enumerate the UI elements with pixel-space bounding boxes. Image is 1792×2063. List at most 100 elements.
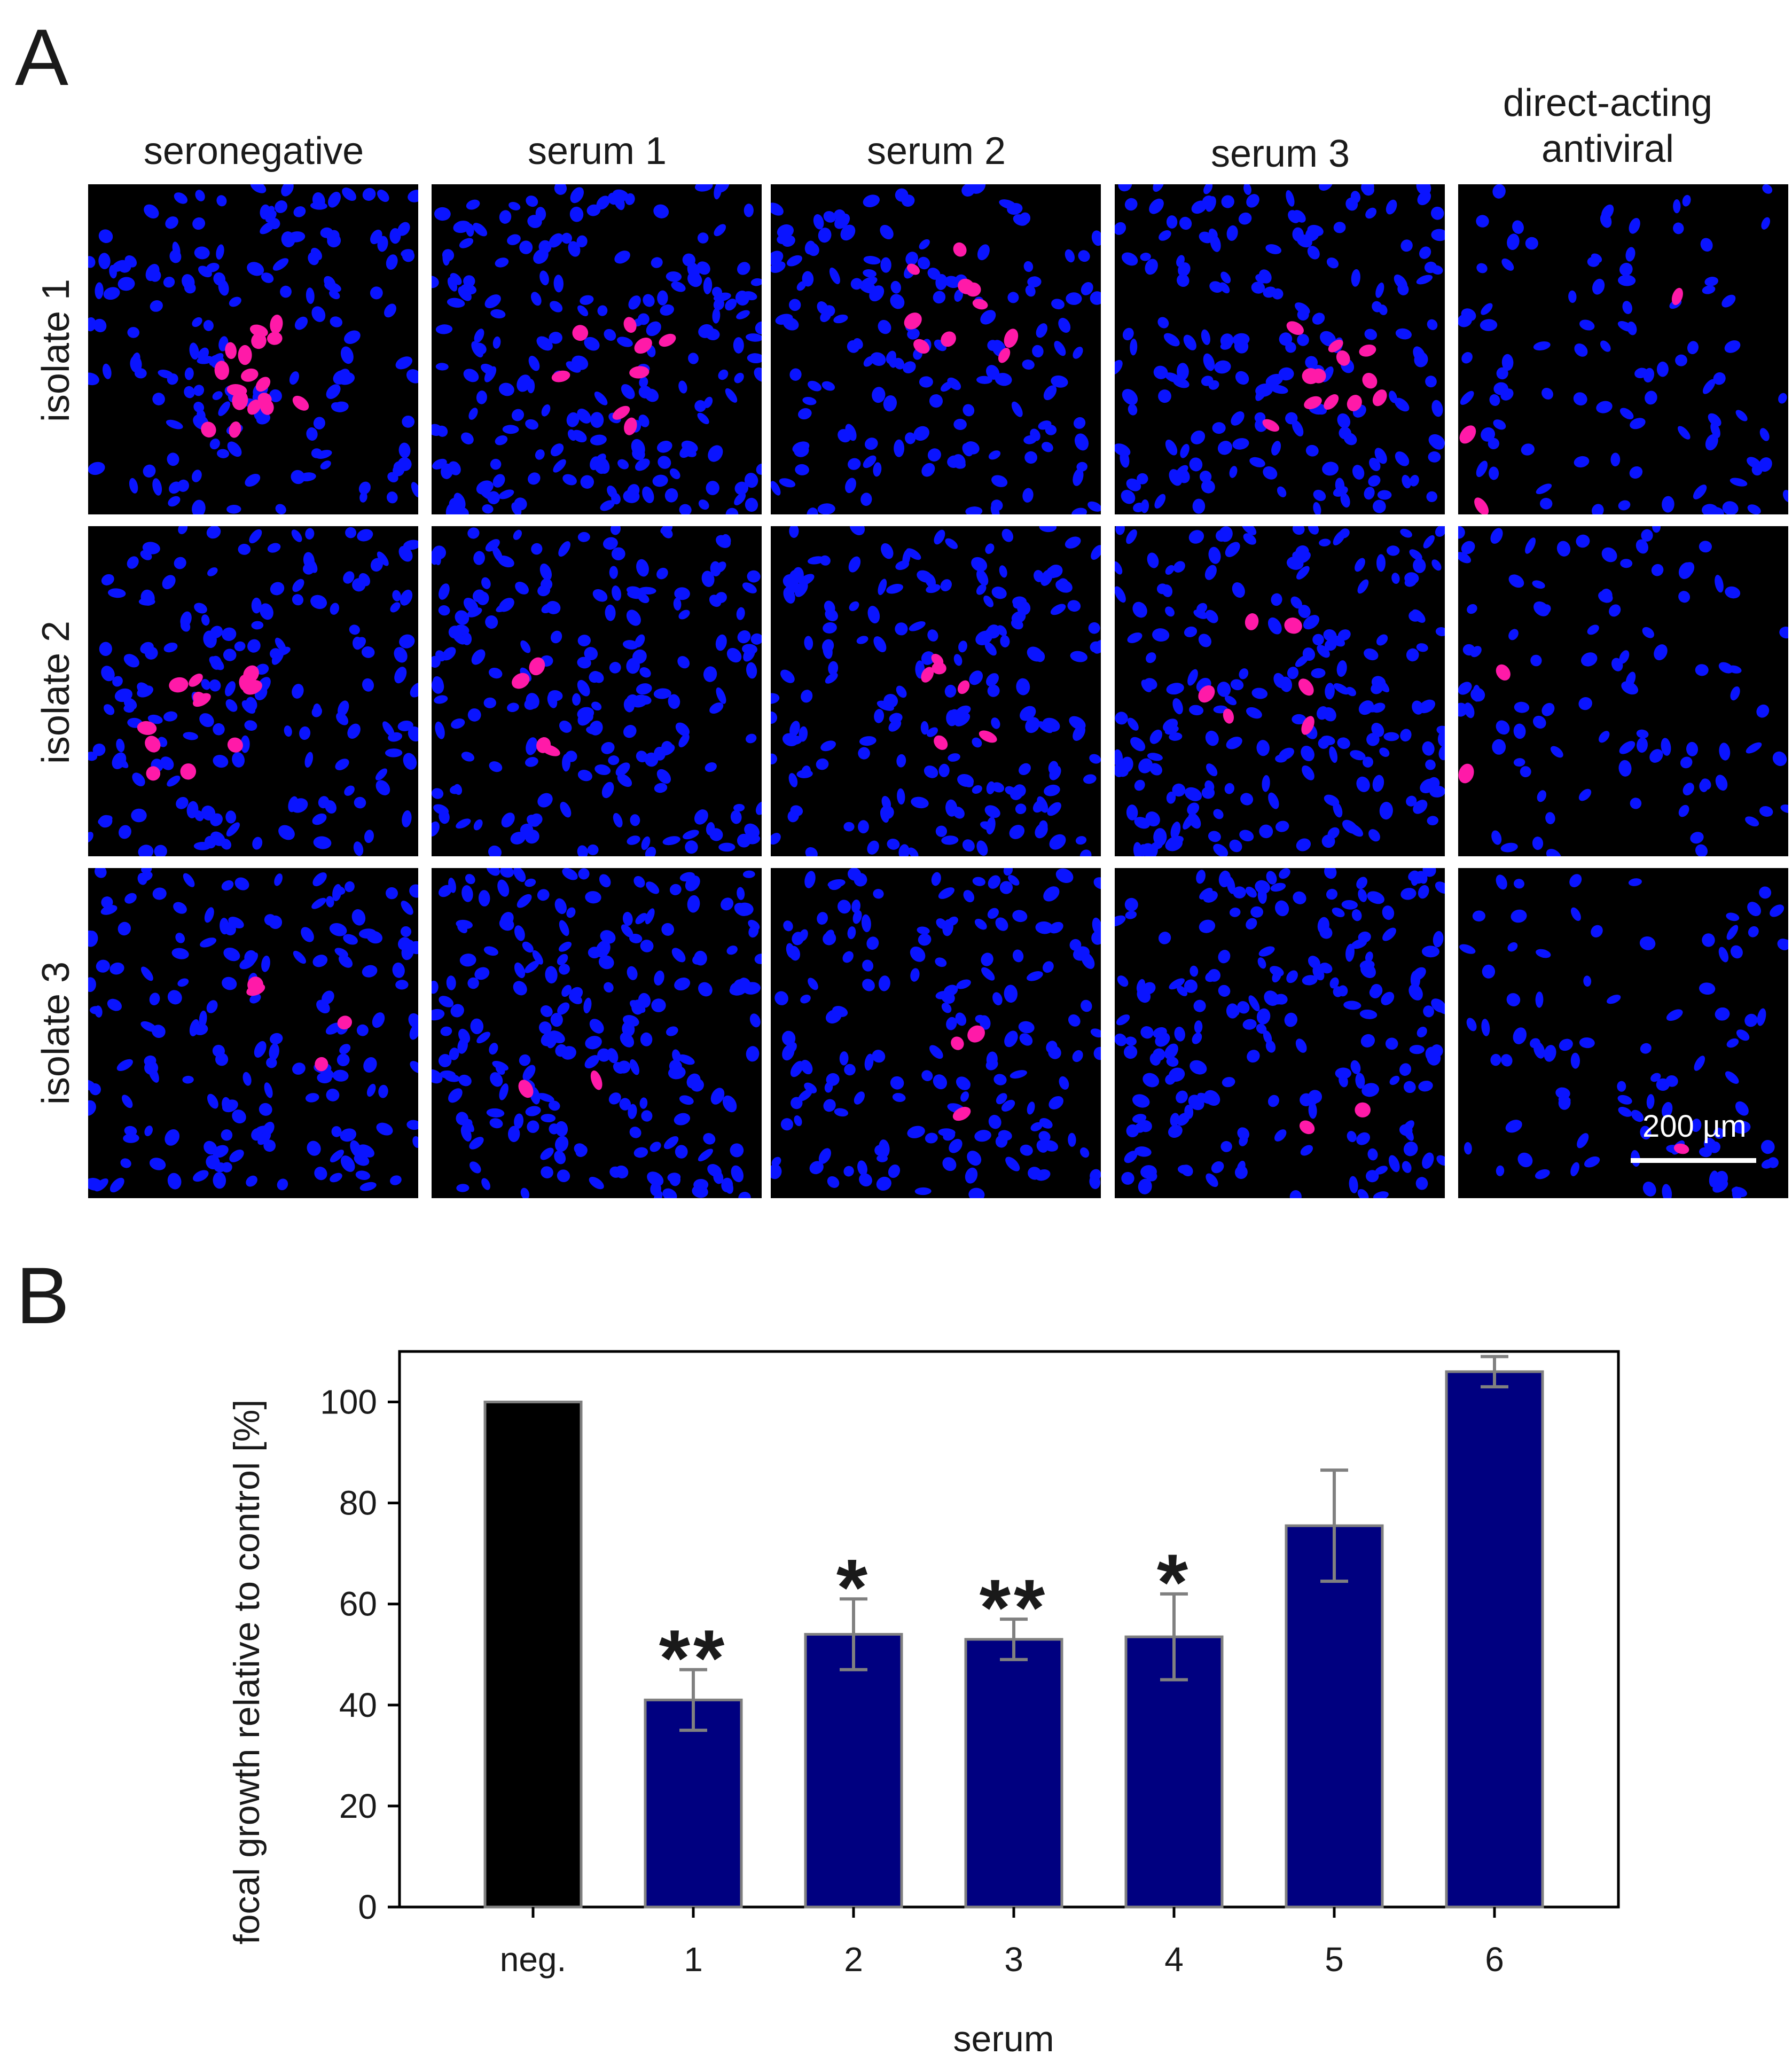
- nucleus: [520, 1187, 530, 1198]
- nucleus: [1701, 778, 1711, 790]
- nucleus: [189, 342, 199, 360]
- nucleus: [673, 597, 682, 611]
- nucleus: [1555, 1087, 1570, 1099]
- nucleus: [1255, 386, 1267, 401]
- nucleus: [1239, 830, 1254, 842]
- nucleus: [662, 836, 680, 846]
- nucleus: [888, 1165, 901, 1178]
- nucleus: [962, 839, 975, 852]
- nucleus: [886, 583, 903, 594]
- nucleus: [1650, 1073, 1661, 1082]
- nucleus: [1416, 643, 1428, 652]
- nucleus: [531, 543, 543, 555]
- nucleus: [399, 634, 415, 648]
- nucleus: [801, 765, 811, 778]
- nucleus: [1134, 1146, 1152, 1157]
- nucleus: [1782, 490, 1788, 503]
- nucleus: [584, 647, 598, 661]
- nucleus: [1601, 547, 1617, 562]
- nucleus: [1225, 542, 1240, 557]
- nucleus: [519, 1054, 531, 1066]
- nucleus: [1507, 233, 1520, 250]
- nucleus: [400, 926, 412, 937]
- nucleus: [1591, 925, 1603, 937]
- nucleus: [223, 947, 240, 962]
- nucleus: [1010, 1070, 1027, 1079]
- nucleus: [794, 1115, 802, 1127]
- nucleus: [329, 923, 347, 936]
- nucleus: [1724, 340, 1741, 353]
- nucleus: [1417, 1026, 1427, 1038]
- nucleus: [1245, 886, 1257, 898]
- nucleus: [744, 823, 760, 839]
- nucleus: [864, 1053, 874, 1071]
- nucleus: [1403, 1142, 1418, 1156]
- nucleus: [501, 812, 515, 827]
- nucleus: [771, 753, 777, 764]
- nucleus: [1126, 804, 1138, 820]
- nucleus: [492, 336, 501, 349]
- nucleus: [1130, 737, 1146, 752]
- nucleus: [1347, 823, 1364, 837]
- nucleus: [588, 947, 601, 959]
- nucleus: [1273, 673, 1286, 689]
- nucleus: [804, 1082, 817, 1093]
- nucleus: [442, 249, 455, 261]
- nucleus: [976, 569, 989, 586]
- infected-cell: [145, 736, 161, 753]
- nucleus: [1570, 1162, 1579, 1176]
- nucleus: [165, 216, 178, 229]
- nucleus: [586, 726, 600, 735]
- nucleus: [451, 718, 465, 729]
- nucleus: [869, 285, 885, 302]
- nucleus: [1570, 1052, 1580, 1069]
- nucleus: [1369, 987, 1381, 998]
- nucleus: [1352, 465, 1365, 480]
- nucleus: [1556, 541, 1571, 557]
- nucleus: [1678, 804, 1689, 817]
- nucleus: [470, 1018, 484, 1034]
- nucleus: [98, 253, 111, 269]
- nucleus: [402, 249, 415, 262]
- nucleus: [995, 917, 1008, 931]
- nucleus: [988, 450, 1001, 460]
- nucleus: [607, 1048, 619, 1064]
- nucleus: [462, 632, 472, 645]
- nucleus: [1048, 1096, 1064, 1109]
- nucleus: [619, 1098, 631, 1111]
- nucleus: [988, 1115, 1001, 1129]
- infected-cell: [1311, 368, 1326, 384]
- nucleus: [847, 926, 856, 940]
- nucleus: [774, 991, 788, 1005]
- nucleus: [1274, 994, 1288, 1005]
- nucleus: [1199, 919, 1216, 933]
- nucleus: [861, 914, 871, 933]
- nucleus: [1631, 1109, 1644, 1122]
- nucleus: [1307, 225, 1324, 237]
- nucleus: [120, 1158, 131, 1168]
- nucleus: [1257, 957, 1266, 969]
- nucleus: [507, 702, 519, 713]
- nucleus: [370, 558, 383, 572]
- nucleus: [1333, 683, 1350, 695]
- nucleus: [640, 1032, 653, 1046]
- nucleus: [137, 682, 151, 696]
- nucleus: [986, 817, 996, 835]
- nucleus: [403, 753, 417, 770]
- nucleus: [594, 764, 611, 775]
- nucleus: [432, 980, 439, 994]
- nucleus: [525, 960, 539, 973]
- nucleus: [621, 924, 633, 937]
- nucleus: [698, 982, 713, 997]
- nucleus: [801, 690, 813, 703]
- nucleus: [1017, 600, 1031, 615]
- nucleus: [1488, 437, 1499, 450]
- nucleus: [1093, 877, 1101, 889]
- nucleus: [95, 868, 107, 878]
- nucleus: [1042, 717, 1060, 732]
- nucleus: [458, 286, 472, 301]
- nucleus: [639, 377, 648, 388]
- nucleus: [1630, 798, 1642, 809]
- nucleus: [234, 641, 246, 652]
- infected-cell: [214, 361, 230, 380]
